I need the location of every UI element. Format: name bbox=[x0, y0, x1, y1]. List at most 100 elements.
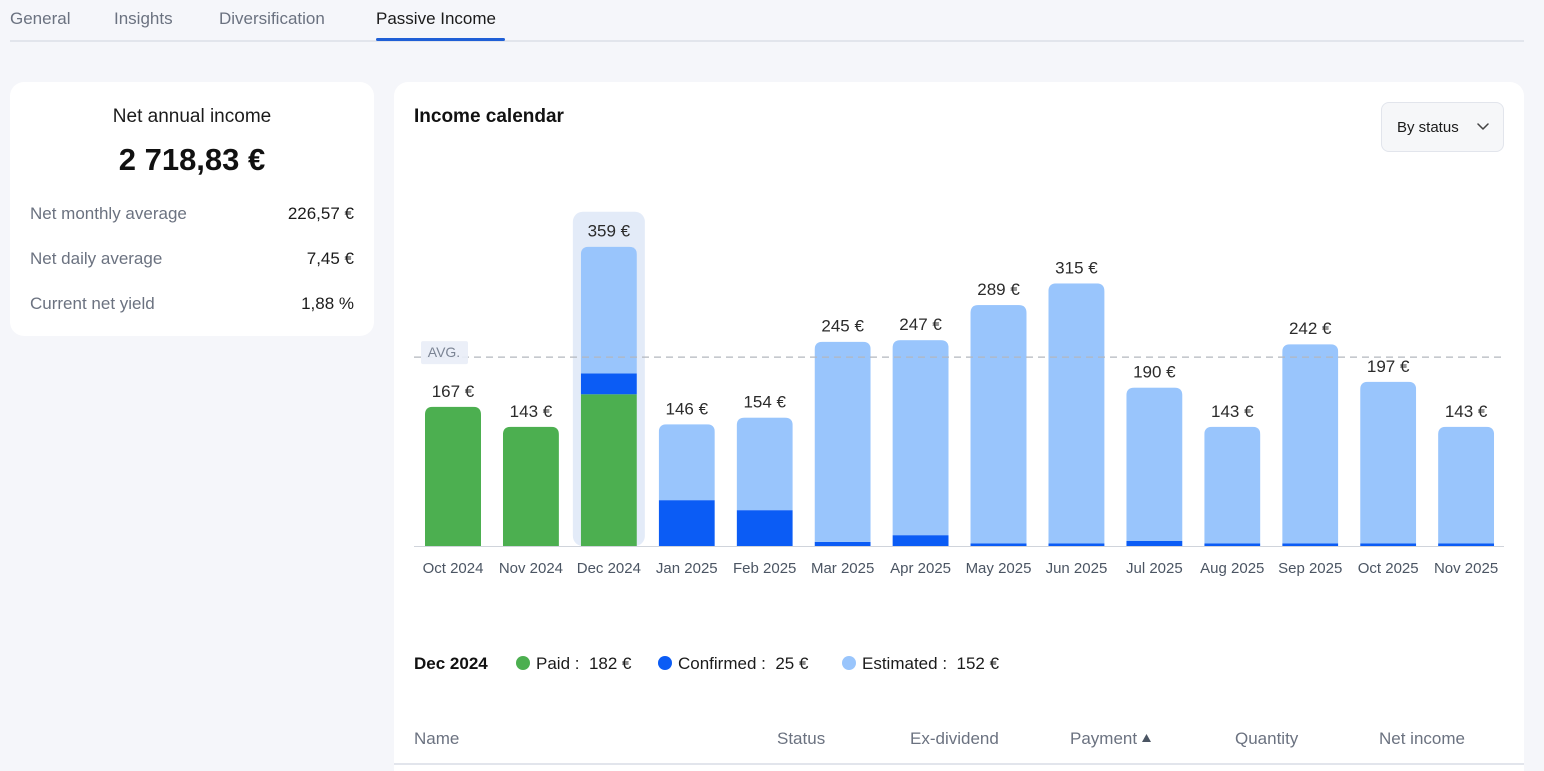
stat-row-monthly: Net monthly average 226,57 € bbox=[30, 204, 354, 228]
bar-segment-estimated bbox=[658, 424, 715, 501]
bar-segment-estimated bbox=[580, 246, 637, 374]
income-calendar-title: Income calendar bbox=[414, 106, 564, 127]
bar-group[interactable] bbox=[1126, 387, 1183, 546]
bar-segment-estimated bbox=[1204, 426, 1261, 544]
tab-diversification[interactable]: Diversification bbox=[219, 9, 325, 28]
stat-label: Net monthly average bbox=[30, 204, 187, 223]
legend-value: 25 € bbox=[775, 654, 809, 673]
x-tick-label: Mar 2025 bbox=[811, 560, 874, 577]
bar-segment-paid bbox=[580, 394, 637, 546]
tab-insights[interactable]: Insights bbox=[114, 9, 173, 28]
column-payment[interactable]: Payment bbox=[1070, 729, 1152, 749]
column-ex-dividend[interactable]: Ex-dividend bbox=[910, 729, 999, 748]
column-quantity[interactable]: Quantity bbox=[1235, 729, 1299, 748]
bar-group[interactable] bbox=[425, 406, 481, 546]
x-tick-label: Apr 2025 bbox=[890, 560, 951, 577]
estimated-dot-icon bbox=[842, 656, 856, 670]
stat-value: 226,57 € bbox=[287, 204, 354, 223]
legend-value: 152 € bbox=[956, 654, 1000, 673]
bar-total-label: 247 € bbox=[899, 315, 942, 334]
bar-segment-estimated bbox=[736, 417, 793, 511]
status-filter-label: By status bbox=[1397, 119, 1459, 136]
bar-segment-estimated bbox=[1048, 283, 1105, 544]
x-tick-label: Oct 2024 bbox=[423, 560, 484, 577]
column-payment-label: Payment bbox=[1070, 729, 1138, 748]
bar-segment-confirmed bbox=[1126, 540, 1183, 546]
bar-group[interactable] bbox=[892, 340, 949, 546]
bar-segment-confirmed bbox=[1282, 543, 1339, 546]
column-status[interactable]: Status bbox=[777, 729, 826, 748]
bar-segment-estimated bbox=[1438, 426, 1495, 544]
legend-item-confirmed: Confirmed : 25 € bbox=[658, 654, 808, 674]
bar-total-label: 143 € bbox=[1445, 402, 1488, 421]
bar-segment-estimated bbox=[814, 341, 871, 542]
x-tick-label: Sep 2025 bbox=[1278, 560, 1342, 577]
legend-value: 182 € bbox=[588, 654, 632, 673]
bar-total-label: 143 € bbox=[510, 402, 553, 421]
bar-group[interactable] bbox=[814, 341, 871, 546]
legend-name: Confirmed bbox=[678, 654, 757, 673]
x-tick-label: Jan 2025 bbox=[656, 560, 718, 577]
stat-value: 7,45 € bbox=[306, 249, 354, 268]
bar-segment-confirmed bbox=[970, 543, 1027, 546]
legend-separator: : bbox=[570, 654, 580, 673]
bar-segment-confirmed bbox=[580, 373, 637, 395]
confirmed-dot-icon bbox=[658, 656, 672, 670]
bar-segment-paid bbox=[425, 406, 481, 546]
bar-segment-estimated bbox=[1360, 381, 1417, 544]
x-tick-label: May 2025 bbox=[966, 560, 1032, 577]
x-tick-label: Nov 2024 bbox=[499, 560, 563, 577]
net-annual-income-amount: 2 718,83 € bbox=[118, 142, 266, 177]
column-net-income[interactable]: Net income bbox=[1379, 729, 1465, 748]
bar-segment-confirmed bbox=[814, 541, 871, 546]
bar-segment-estimated bbox=[1282, 344, 1339, 544]
status-filter-dropdown[interactable]: By status bbox=[1381, 102, 1504, 152]
legend-separator: : bbox=[937, 654, 948, 673]
bar-total-label: 154 € bbox=[743, 393, 786, 412]
bar-group[interactable] bbox=[736, 417, 793, 546]
tab-general[interactable]: General bbox=[10, 9, 71, 28]
x-tick-label: Oct 2025 bbox=[1358, 560, 1419, 577]
bar-total-label: 315 € bbox=[1055, 258, 1098, 277]
average-label: AVG. bbox=[428, 344, 460, 360]
bar-group[interactable] bbox=[970, 305, 1027, 546]
legend-item-estimated: Estimated : 152 € bbox=[842, 654, 999, 674]
bar-total-label: 197 € bbox=[1367, 357, 1410, 376]
column-name[interactable]: Name bbox=[414, 729, 460, 748]
chevron-down-icon bbox=[1477, 123, 1489, 130]
legend-name: Paid bbox=[536, 654, 571, 673]
stat-label: Net daily average bbox=[30, 249, 163, 268]
bar-segment-estimated bbox=[892, 340, 949, 536]
bar-group[interactable] bbox=[1282, 344, 1339, 546]
bar-segment-estimated bbox=[970, 305, 1027, 544]
bar-segment-confirmed bbox=[1048, 543, 1105, 546]
stat-row-yield: Current net yield 1,88 % bbox=[30, 294, 354, 318]
bar-total-label: 190 € bbox=[1133, 363, 1176, 382]
x-tick-label: Feb 2025 bbox=[733, 560, 796, 577]
tab-bar: General Insights Diversification Passive… bbox=[10, 0, 1524, 42]
legend-month: Dec 2024 bbox=[414, 654, 488, 673]
net-income-summary-card: Net annual income 2 718,83 € Net monthly… bbox=[10, 82, 374, 336]
tab-passive-income[interactable]: Passive Income bbox=[376, 9, 496, 28]
stat-label: Current net yield bbox=[30, 294, 155, 313]
income-calendar-card: Income calendar By status 167 € 143 € 359 … bbox=[394, 82, 1524, 771]
bar-group[interactable] bbox=[658, 424, 715, 546]
bar-group[interactable] bbox=[580, 246, 637, 546]
active-tab-indicator bbox=[376, 38, 505, 41]
legend-separator: : bbox=[756, 654, 766, 673]
income-chart: 167 € 143 € 359 € 146 € 154 € 245 € 247 € 289 €… bbox=[414, 211, 1504, 577]
bar-total-label: 143 € bbox=[1211, 402, 1254, 421]
bar-group[interactable] bbox=[502, 426, 559, 546]
bar-group[interactable] bbox=[1048, 283, 1105, 546]
bar-total-label: 289 € bbox=[977, 280, 1020, 299]
bar-group[interactable] bbox=[1204, 426, 1261, 546]
stat-row-daily: Net daily average 7,45 € bbox=[30, 249, 354, 273]
legend-item-paid: Paid : 182 € bbox=[516, 654, 631, 674]
x-tick-label: Nov 2025 bbox=[1434, 560, 1498, 577]
x-tick-label: Aug 2025 bbox=[1200, 560, 1264, 577]
bar-group[interactable] bbox=[1438, 426, 1495, 546]
bar-segment-confirmed bbox=[1360, 543, 1417, 546]
bar-group[interactable] bbox=[1360, 381, 1417, 546]
legend-name: Estimated bbox=[862, 654, 938, 673]
x-tick-label: Dec 2024 bbox=[577, 560, 641, 577]
